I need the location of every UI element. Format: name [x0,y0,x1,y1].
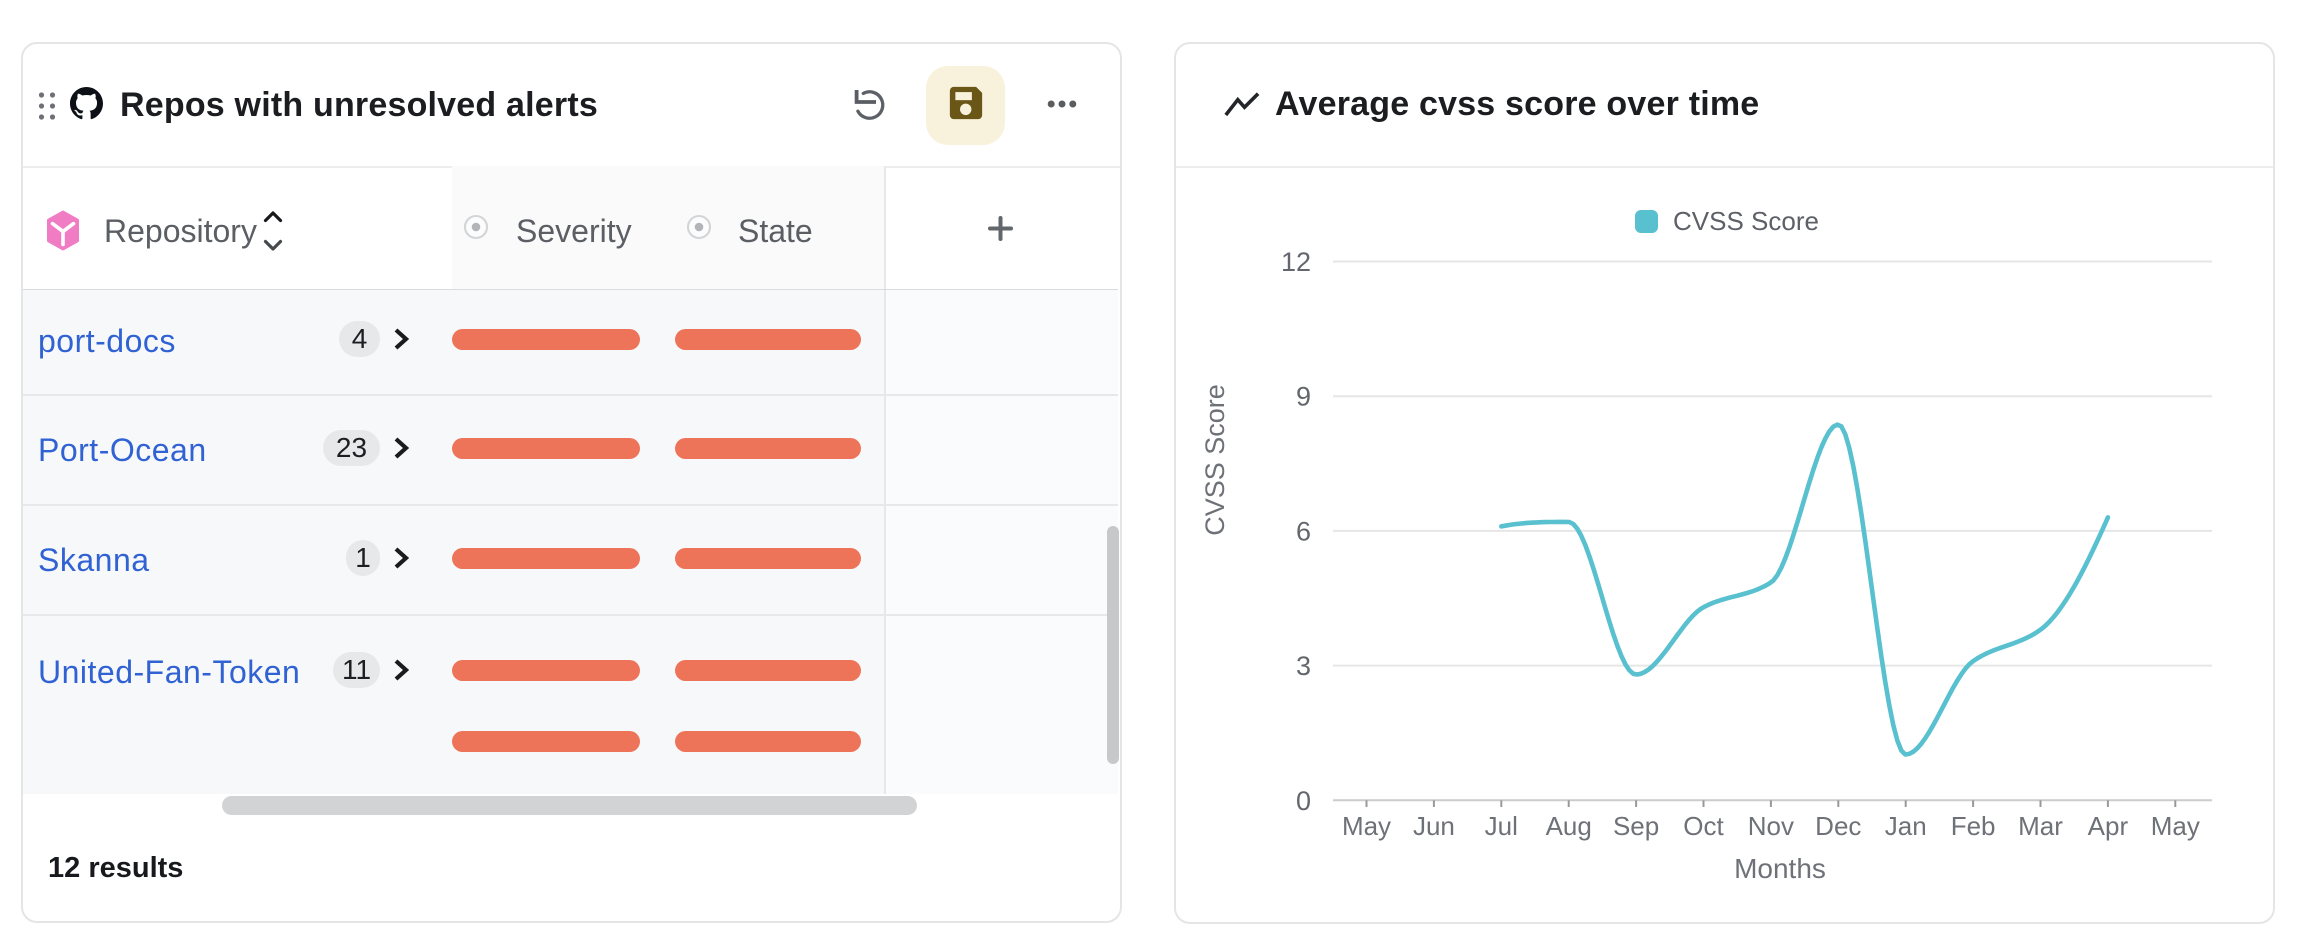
svg-text:Jan: Jan [1885,811,1927,841]
svg-text:Months: Months [1734,853,1826,884]
svg-text:Mar: Mar [2018,811,2063,841]
svg-text:Jun: Jun [1413,811,1455,841]
svg-text:Aug: Aug [1546,811,1592,841]
svg-text:May: May [1342,811,1391,841]
svg-text:Nov: Nov [1748,811,1794,841]
svg-text:Jul: Jul [1485,811,1518,841]
svg-text:CVSS Score: CVSS Score [1200,384,1230,536]
svg-text:6: 6 [1296,516,1311,546]
svg-text:CVSS Score: CVSS Score [1673,206,1819,236]
svg-text:12: 12 [1281,247,1311,277]
svg-text:Feb: Feb [1951,811,1996,841]
svg-text:9: 9 [1296,382,1311,412]
svg-text:May: May [2151,811,2200,841]
svg-text:3: 3 [1296,651,1311,681]
svg-text:0: 0 [1296,786,1311,816]
svg-text:Dec: Dec [1815,811,1861,841]
svg-text:Sep: Sep [1613,811,1659,841]
svg-text:Oct: Oct [1683,811,1724,841]
svg-text:Apr: Apr [2088,811,2129,841]
